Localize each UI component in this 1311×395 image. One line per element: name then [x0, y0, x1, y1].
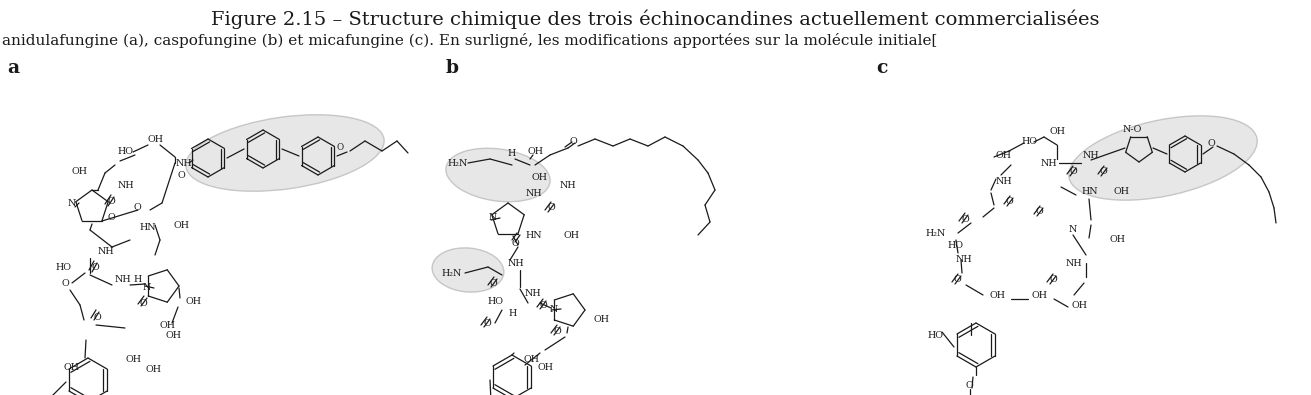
Text: O: O [108, 196, 115, 205]
Text: O: O [490, 278, 498, 288]
Text: N: N [68, 199, 76, 207]
Text: O: O [1207, 139, 1215, 147]
Text: O: O [108, 214, 115, 222]
Text: OH: OH [64, 363, 80, 372]
Text: NH: NH [118, 181, 135, 190]
Text: NH: NH [996, 177, 1012, 186]
Ellipse shape [433, 248, 503, 292]
Text: OH: OH [1114, 188, 1130, 196]
Text: OH: OH [538, 363, 555, 372]
Text: OH: OH [160, 320, 176, 329]
Text: O: O [337, 143, 343, 152]
Text: HO: HO [1021, 137, 1037, 145]
Text: H₂N: H₂N [442, 269, 463, 278]
Text: N: N [143, 284, 151, 293]
Text: NH: NH [1066, 258, 1083, 267]
Text: HN: HN [140, 222, 156, 231]
Text: OH: OH [532, 173, 548, 182]
Text: anidulafungine (a), caspofungine (b) et micafungine (c). En surligné, les modifi: anidulafungine (a), caspofungine (b) et … [3, 32, 937, 47]
Text: HO: HO [948, 241, 964, 250]
Text: OH: OH [593, 316, 610, 325]
Text: O: O [965, 380, 973, 389]
Text: OH: OH [1049, 128, 1065, 137]
Text: Figure 2.15 – Structure chimique des trois échinocandines actuellement commercia: Figure 2.15 – Structure chimique des tro… [211, 9, 1099, 29]
Text: OH: OH [146, 365, 161, 374]
Text: O: O [90, 263, 98, 273]
Text: b: b [446, 59, 459, 77]
Text: c: c [876, 59, 888, 77]
Text: O: O [1068, 167, 1076, 177]
Text: OH: OH [72, 167, 88, 175]
Text: NH: NH [98, 248, 114, 256]
Text: a: a [7, 59, 18, 77]
Text: HO: HO [928, 331, 944, 339]
Text: O: O [513, 239, 519, 248]
Text: N: N [489, 214, 497, 222]
Text: O: O [93, 312, 101, 322]
Text: H: H [134, 275, 142, 284]
Text: NH: NH [115, 275, 131, 284]
Text: NH: NH [526, 188, 543, 198]
Text: HO: HO [118, 147, 134, 156]
Text: H: H [509, 308, 517, 318]
Text: O: O [570, 137, 578, 147]
Text: O: O [961, 214, 969, 224]
Text: OH: OH [996, 150, 1012, 160]
Text: NH: NH [176, 158, 193, 167]
Text: O: O [1036, 207, 1044, 216]
Text: HN: HN [1082, 188, 1097, 196]
Text: N: N [549, 305, 558, 314]
Text: OH: OH [988, 290, 1006, 299]
Ellipse shape [1068, 116, 1257, 200]
Text: H: H [507, 149, 517, 158]
Text: OH: OH [1109, 235, 1125, 243]
Text: O: O [134, 203, 142, 211]
Ellipse shape [186, 115, 384, 191]
Text: OH: OH [126, 356, 142, 365]
Text: O: O [177, 171, 185, 179]
Text: NH: NH [1083, 150, 1100, 160]
Text: OH: OH [1072, 301, 1088, 310]
Text: HO: HO [486, 297, 503, 307]
Text: HN: HN [524, 231, 541, 239]
Text: O: O [1100, 167, 1108, 177]
Text: NH: NH [524, 288, 541, 297]
Text: OH: OH [173, 220, 189, 229]
Text: O: O [954, 275, 962, 284]
Text: O: O [1049, 275, 1057, 284]
Text: OH: OH [186, 297, 202, 305]
Text: N: N [1068, 224, 1078, 233]
Text: O: O [140, 299, 148, 307]
Text: O: O [62, 278, 69, 288]
Text: NH: NH [1041, 160, 1058, 169]
Text: NH: NH [507, 258, 524, 267]
Text: NH: NH [956, 256, 973, 265]
Text: OH: OH [1030, 290, 1047, 299]
Text: OH: OH [562, 231, 579, 239]
Text: OH: OH [165, 331, 181, 339]
Text: H₂N: H₂N [926, 228, 947, 237]
Text: O: O [1006, 198, 1013, 207]
Text: OH: OH [147, 135, 163, 145]
Text: O: O [548, 203, 556, 213]
Text: HO: HO [55, 263, 71, 271]
Text: H₂N: H₂N [448, 158, 468, 167]
Text: O: O [482, 318, 490, 327]
Ellipse shape [446, 148, 551, 202]
Text: N-O: N-O [1124, 126, 1142, 135]
Text: OH: OH [524, 356, 540, 365]
Text: OH: OH [527, 147, 543, 156]
Text: NH: NH [560, 181, 577, 190]
Text: O: O [539, 301, 547, 310]
Text: O: O [553, 327, 561, 337]
